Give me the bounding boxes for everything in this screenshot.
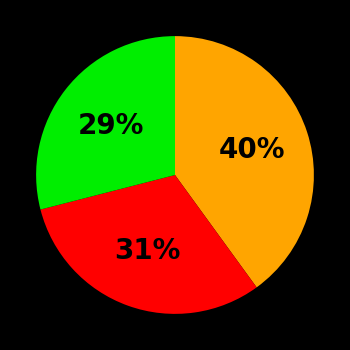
Wedge shape — [36, 36, 175, 210]
Text: 31%: 31% — [114, 237, 181, 265]
Text: 29%: 29% — [78, 112, 145, 140]
Wedge shape — [175, 36, 314, 287]
Wedge shape — [41, 175, 257, 314]
Text: 40%: 40% — [218, 136, 285, 164]
